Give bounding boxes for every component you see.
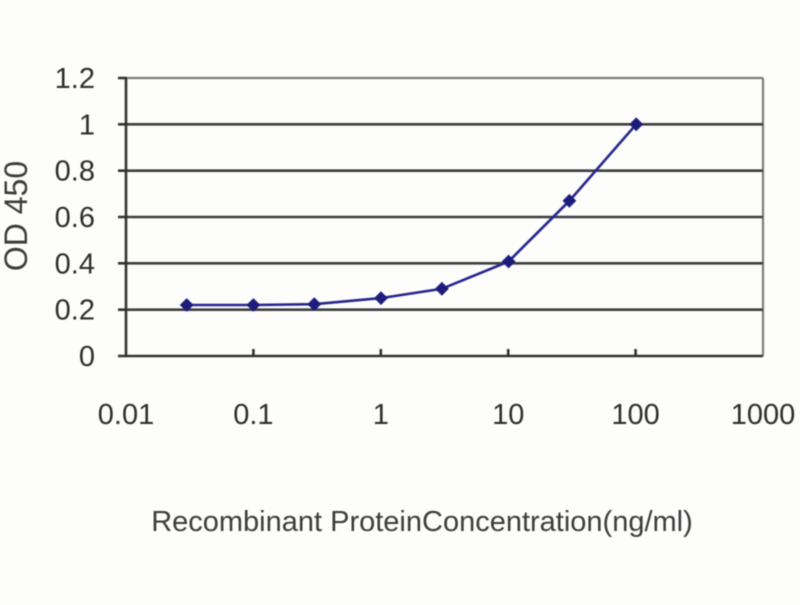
- svg-text:0.8: 0.8: [55, 156, 95, 188]
- svg-text:1: 1: [373, 399, 389, 431]
- svg-text:0.4: 0.4: [55, 248, 95, 280]
- svg-text:1.2: 1.2: [55, 63, 95, 95]
- svg-text:10: 10: [492, 399, 524, 431]
- svg-text:1: 1: [79, 109, 95, 141]
- svg-text:0.6: 0.6: [55, 202, 95, 234]
- svg-text:0.1: 0.1: [233, 399, 273, 431]
- svg-text:OD 450: OD 450: [0, 161, 34, 271]
- svg-text:0.01: 0.01: [98, 399, 154, 431]
- svg-text:1000: 1000: [731, 399, 796, 431]
- svg-text:Recombinant ProteinConcentrati: Recombinant ProteinConcentration(ng/ml): [151, 506, 693, 538]
- svg-text:0.2: 0.2: [55, 295, 95, 327]
- svg-text:100: 100: [611, 399, 659, 431]
- svg-text:0: 0: [79, 341, 95, 373]
